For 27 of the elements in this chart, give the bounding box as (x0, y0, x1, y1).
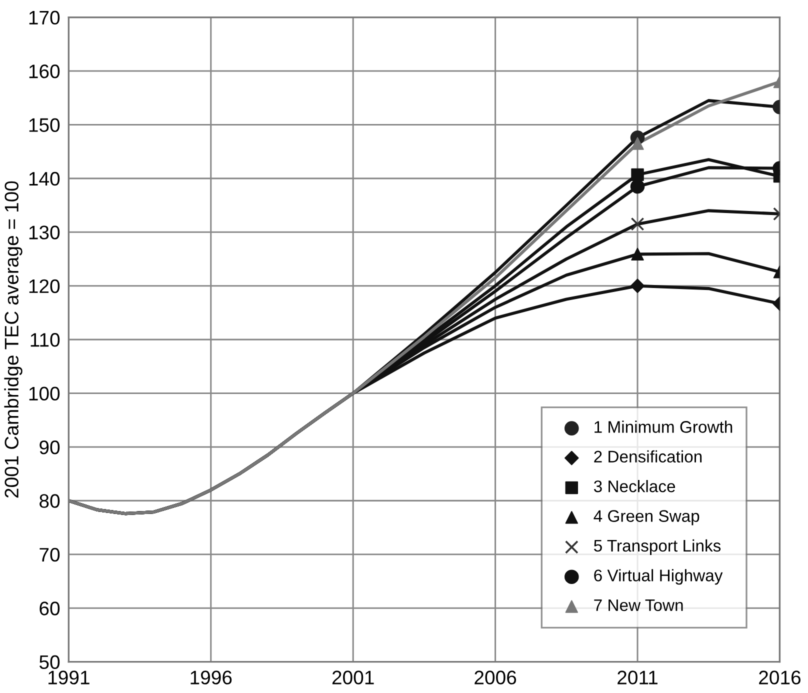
y-tick-label: 100 (29, 386, 60, 401)
x-tick-label: 2016 (759, 670, 800, 684)
y-tick-label: 140 (29, 172, 60, 186)
y-tick-label: 110 (30, 333, 60, 347)
legend-label: 4 Green Swap (594, 510, 700, 526)
legend-label: 1 Minimum Growth (594, 420, 732, 433)
y-tick-label: 80 (40, 494, 60, 508)
x-tick-label: 2011 (618, 670, 658, 684)
y-tick-label: 50 (40, 655, 60, 670)
x-tick-label: 1991 (48, 670, 90, 684)
y-tick-label: 150 (29, 118, 60, 132)
y-tick-label: 120 (29, 279, 60, 294)
y-tick-label: 60 (40, 602, 60, 616)
y-tick-label: 70 (40, 548, 60, 562)
x-tick-label: 2006 (474, 670, 516, 684)
y-tick-label: 170 (29, 10, 60, 25)
legend-label: 2 Densification (594, 450, 702, 463)
y-tick-label: 130 (29, 226, 60, 240)
legend-label: 5 Transport Links (594, 539, 721, 555)
legend-label: 3 Necklace (594, 480, 676, 492)
legend-label: 6 Virtual Highway (594, 569, 723, 585)
x-tick-label: 2001 (332, 670, 374, 684)
x-tick-label: 1996 (190, 670, 232, 684)
y-axis-title: 2001 Cambridge TEC average = 100 (4, 181, 22, 498)
legend-label: 7 New Town (594, 599, 683, 612)
y-tick-label: 160 (29, 64, 60, 78)
y-tick-label: 90 (40, 440, 60, 454)
